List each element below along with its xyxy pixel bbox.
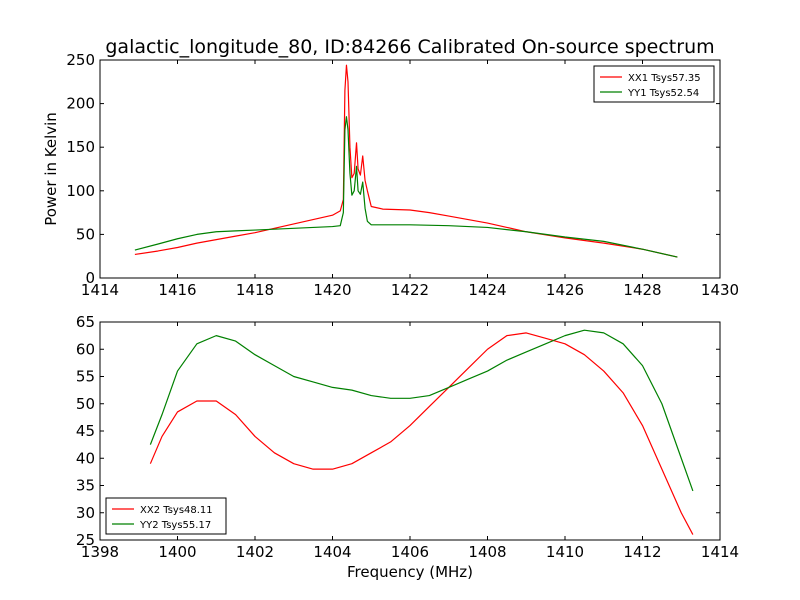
y-tick-label: 150 bbox=[66, 138, 95, 156]
y-tick-label: 45 bbox=[76, 422, 95, 440]
x-tick-label: 1406 bbox=[391, 543, 429, 561]
x-tick-label: 1430 bbox=[701, 281, 739, 299]
x-tick-label: 1422 bbox=[391, 281, 429, 299]
legend: XX1 Tsys57.35 YY1 Tsys52.54 bbox=[593, 65, 715, 103]
x-tick-label: 1414 bbox=[81, 281, 119, 299]
legend-entry: YY2 Tsys55.17 bbox=[139, 520, 211, 531]
x-tick-label: 1400 bbox=[158, 543, 196, 561]
x-tick-label: 1404 bbox=[313, 543, 351, 561]
x-tick-label: 1424 bbox=[468, 281, 506, 299]
y-tick-label: 100 bbox=[66, 182, 95, 200]
chart-title: galactic_longitude_80, ID:84266 Calibrat… bbox=[105, 36, 714, 58]
legend-box bbox=[105, 497, 227, 535]
y-tick-label: 30 bbox=[76, 504, 95, 522]
x-tick-label: 1426 bbox=[546, 281, 584, 299]
series-line-yy bbox=[134, 116, 678, 258]
legend-entry: YY1 Tsys52.54 bbox=[627, 88, 699, 99]
bottom-x-axis-label: Frequency (MHz) bbox=[347, 563, 473, 581]
x-tick-label: 1428 bbox=[623, 281, 661, 299]
legend-entry: XX2 Tsys48.11 bbox=[140, 505, 213, 516]
legend-box bbox=[593, 65, 715, 103]
x-tick-label: 1416 bbox=[158, 281, 196, 299]
y-tick-label: 35 bbox=[76, 477, 95, 495]
legend-entry: XX1 Tsys57.35 bbox=[628, 73, 701, 84]
y-tick-label: 60 bbox=[76, 340, 95, 358]
y-tick-label: 0 bbox=[85, 269, 95, 287]
y-tick-label: 50 bbox=[76, 395, 95, 413]
y-tick-label: 40 bbox=[76, 449, 95, 467]
x-tick-label: 1402 bbox=[236, 543, 274, 561]
x-tick-label: 1410 bbox=[546, 543, 584, 561]
x-tick-label: 1398 bbox=[81, 543, 119, 561]
series-line-xx bbox=[149, 332, 694, 535]
top-y-axis-label: Power in Kelvin bbox=[42, 112, 60, 226]
y-tick-label: 200 bbox=[66, 95, 95, 113]
y-tick-label: 65 bbox=[76, 313, 95, 331]
x-tick-label: 1420 bbox=[313, 281, 351, 299]
bottom-spectrum-panel: Frequency (MHz) 1398 1400 1402 1404 1406 1408… bbox=[76, 313, 739, 581]
x-tick-label: 1418 bbox=[236, 281, 274, 299]
x-tick-label: 1412 bbox=[623, 543, 661, 561]
y-tick-label: 55 bbox=[76, 368, 95, 386]
series-line-xx bbox=[134, 64, 678, 258]
x-tick-label: 1408 bbox=[468, 543, 506, 561]
y-tick-label: 25 bbox=[76, 531, 95, 549]
x-tick-label: 1414 bbox=[701, 543, 739, 561]
series-line-yy bbox=[149, 329, 694, 492]
top-spectrum-panel: Power in Kelvin 1414 1416 1418 1420 1422 1424… bbox=[42, 51, 739, 299]
y-tick-label: 250 bbox=[66, 51, 95, 69]
legend: XX2 Tsys48.11 YY2 Tsys55.17 bbox=[105, 497, 227, 535]
y-tick-label: 50 bbox=[76, 225, 95, 243]
